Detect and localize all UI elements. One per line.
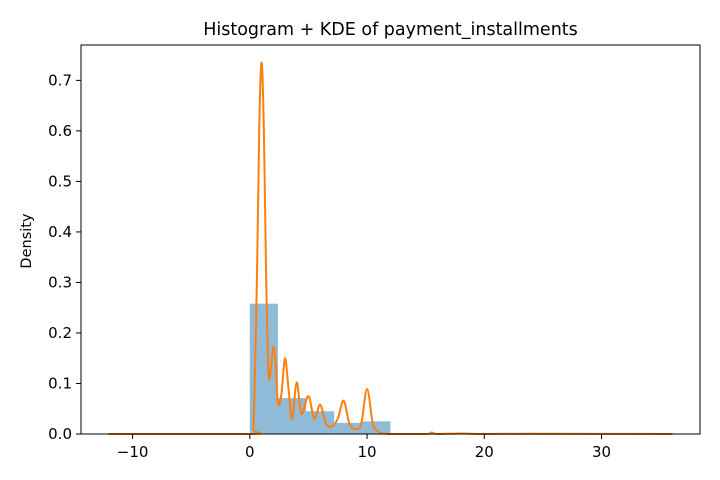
x-tick-label: −10 <box>117 443 149 461</box>
histogram-bar-2 <box>306 411 335 434</box>
x-tick-label: 20 <box>475 443 494 461</box>
plot-area: −10 0 10 20 30 0.0 0.1 0.2 0.3 0.4 0.5 0.6 0.7 <box>48 44 701 461</box>
x-tick-label: 0 <box>245 443 255 461</box>
y-tick-label: 0.3 <box>48 273 72 291</box>
x-tick-label: 10 <box>358 443 377 461</box>
y-tick-label: 0.6 <box>48 122 72 140</box>
kde-line <box>108 61 673 436</box>
histogram-bar-3 <box>334 422 363 434</box>
y-tick-label: 0.4 <box>48 223 72 241</box>
y-tick-label: 0.5 <box>48 172 72 190</box>
y-tick-label: 0.7 <box>48 71 72 89</box>
y-tick-label: 0.1 <box>48 374 72 392</box>
histogram-bar-4 <box>362 421 391 434</box>
y-tick-label: 0.0 <box>48 425 72 443</box>
x-tick-label: 30 <box>592 443 611 461</box>
chart-title: Histogram + KDE of payment_installments <box>203 20 578 40</box>
y-axis-label: Density <box>19 213 35 269</box>
y-tick-label: 0.2 <box>48 324 72 342</box>
axes-frame <box>80 44 701 435</box>
